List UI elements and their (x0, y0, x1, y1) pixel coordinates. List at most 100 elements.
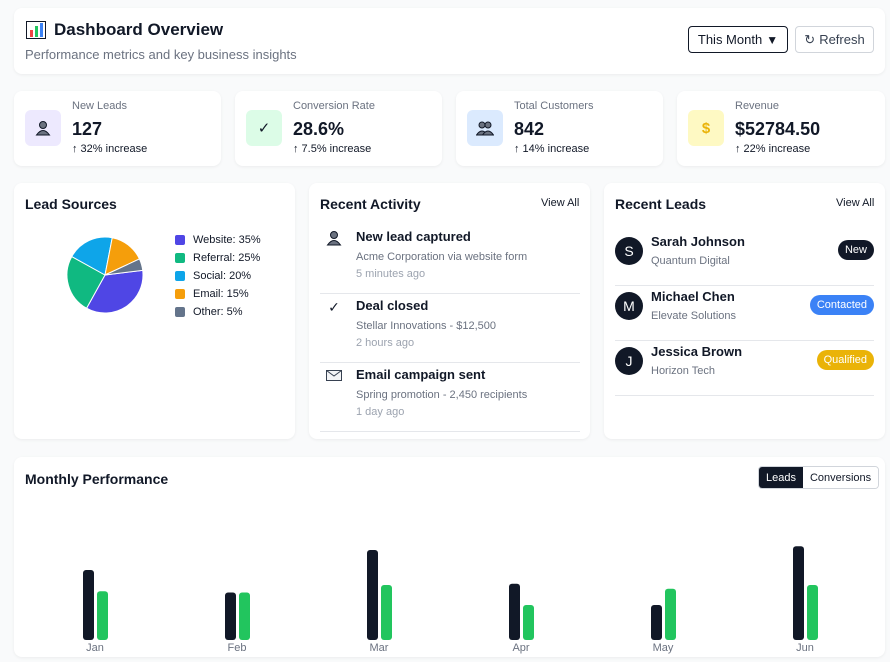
x-tick-label: May (653, 642, 674, 654)
legend-swatch (175, 307, 185, 317)
legend-swatch (175, 271, 185, 281)
legend-label: Referral: 25% (193, 252, 261, 264)
stat-card-conversion-rate: ✓ Conversion Rate 28.6% ↑ 7.5% increase (235, 91, 442, 166)
legend-item: Referral: 25% (175, 249, 261, 267)
legend-label: Website: 35% (193, 234, 261, 246)
x-tick-label: Jun (796, 642, 814, 654)
period-select[interactable]: This Month ▼ (688, 26, 788, 53)
stat-value: 127 (72, 119, 103, 139)
recent-leads-title: Recent Leads (615, 196, 707, 212)
chart-icon (26, 21, 46, 39)
lead-name: Jessica Brown (651, 344, 743, 359)
lead-item[interactable]: J Jessica Brown Horizon Tech Qualified (615, 341, 874, 396)
users-icon (467, 110, 503, 146)
monthly-performance-title: Monthly Performance (25, 471, 169, 487)
activity-title: Email campaign sent (356, 367, 486, 382)
stat-card-total-customers: Total Customers 842 ↑ 14% increase (456, 91, 663, 166)
stat-card-new-leads: New Leads 127 ↑ 32% increase (14, 91, 221, 166)
lead-name: Sarah Johnson (651, 234, 745, 249)
status-badge: Qualified (816, 350, 874, 370)
activity-time: 1 day ago (356, 406, 405, 418)
pie-slice-website (85, 269, 144, 314)
legend-item: Social: 20% (175, 267, 261, 285)
bar-leads-jan (83, 570, 94, 640)
bar-leads-jun (793, 546, 804, 640)
avatar: M (615, 292, 643, 320)
activity-title: Deal closed (356, 298, 429, 313)
bar-leads-may (651, 605, 662, 640)
stat-label: Revenue (735, 100, 780, 112)
pie-slice-social (71, 236, 113, 276)
bar-chart: Jan Feb Mar Apr May Jun (83, 546, 818, 654)
status-badge: New (837, 240, 874, 260)
stat-change: ↑ 7.5% increase (293, 143, 372, 155)
activity-item[interactable]: ✓ Deal closed Stellar Innovations - $12,… (320, 295, 580, 363)
user-icon (324, 230, 344, 250)
legend-label: Email: 15% (193, 288, 249, 300)
recent-activity-title: Recent Activity (320, 196, 421, 212)
period-label: This Month (697, 32, 763, 47)
stat-change: ↑ 22% increase (735, 143, 811, 155)
refresh-label: Refresh (819, 32, 865, 47)
page-title: Dashboard Overview (54, 20, 224, 39)
activity-view-all-link[interactable]: View All (541, 197, 580, 209)
pie-chart (66, 236, 144, 314)
legend-label: Other: 5% (193, 306, 243, 318)
pie-slice-other (104, 258, 144, 276)
legend-swatch (175, 289, 185, 299)
bar-leads-mar (367, 550, 378, 640)
activity-desc: Acme Corporation via website form (356, 251, 528, 263)
activity-item[interactable]: New lead captured Acme Corporation via w… (320, 226, 580, 294)
stat-value: 28.6% (293, 119, 345, 139)
check-icon: ✓ (328, 299, 340, 315)
bar-conversions-jan (97, 591, 108, 640)
activity-time: 2 hours ago (356, 337, 415, 349)
bar-leads-feb (225, 592, 236, 640)
lead-item[interactable]: M Michael Chen Elevate Solutions Contact… (615, 286, 874, 341)
stat-label: Total Customers (514, 100, 594, 112)
avatar: J (615, 347, 643, 375)
lead-name: Michael Chen (651, 289, 735, 304)
stat-value: $52784.50 (735, 119, 821, 139)
dollar-icon: $ (688, 110, 724, 146)
title-row: Dashboard Overview (26, 20, 223, 40)
stat-change: ↑ 14% increase (514, 143, 590, 155)
legend-item: Other: 5% (175, 303, 261, 321)
activity-item[interactable]: Email campaign sent Spring promotion - 2… (320, 364, 580, 432)
status-badge: Contacted (809, 295, 874, 315)
mail-icon (324, 368, 344, 388)
lead-sources-title: Lead Sources (25, 196, 117, 212)
x-tick-label: Mar (370, 642, 389, 654)
legend-item: Email: 15% (175, 285, 261, 303)
stat-label: Conversion Rate (293, 100, 375, 112)
series-toggle: Leads Conversions (758, 466, 880, 489)
lead-company: Elevate Solutions (651, 310, 736, 322)
activity-title: New lead captured (356, 229, 471, 244)
monthly-performance-card: Monthly Performance Leads Conversions Ja… (14, 457, 885, 657)
toggle-conversions[interactable]: Conversions (802, 467, 879, 488)
lead-item[interactable]: S Sarah Johnson Quantum Digital New (615, 231, 874, 286)
x-tick-label: Apr (512, 642, 529, 654)
x-tick-label: Jan (86, 642, 104, 654)
check-icon: ✓ (246, 110, 282, 146)
refresh-button[interactable]: ↻ Refresh (795, 26, 874, 53)
bar-conversions-mar (381, 585, 392, 640)
leads-view-all-link[interactable]: View All (836, 197, 875, 209)
toggle-leads[interactable]: Leads (759, 467, 803, 488)
stat-label: New Leads (72, 100, 128, 112)
pie-slice-referral (66, 255, 106, 309)
recent-leads-card: Recent Leads View All S Sarah Johnson Qu… (604, 183, 885, 439)
lead-company: Quantum Digital (651, 255, 730, 267)
x-tick-label: Feb (228, 642, 247, 654)
stat-value: 842 (514, 119, 545, 139)
lead-sources-card: Lead Sources Website: 35% Referral: 25% … (14, 183, 295, 439)
bar-conversions-may (665, 588, 676, 640)
bar-conversions-apr (523, 605, 534, 640)
legend-label: Social: 20% (193, 270, 252, 282)
bar-conversions-jun (807, 585, 818, 640)
recent-activity-card: Recent Activity View All New lead captur… (309, 183, 590, 439)
refresh-icon: ↻ (804, 31, 816, 47)
avatar: S (615, 237, 643, 265)
stat-card-revenue: $ Revenue $52784.50 ↑ 22% increase (677, 91, 885, 166)
legend-item: Website: 35% (175, 231, 261, 249)
